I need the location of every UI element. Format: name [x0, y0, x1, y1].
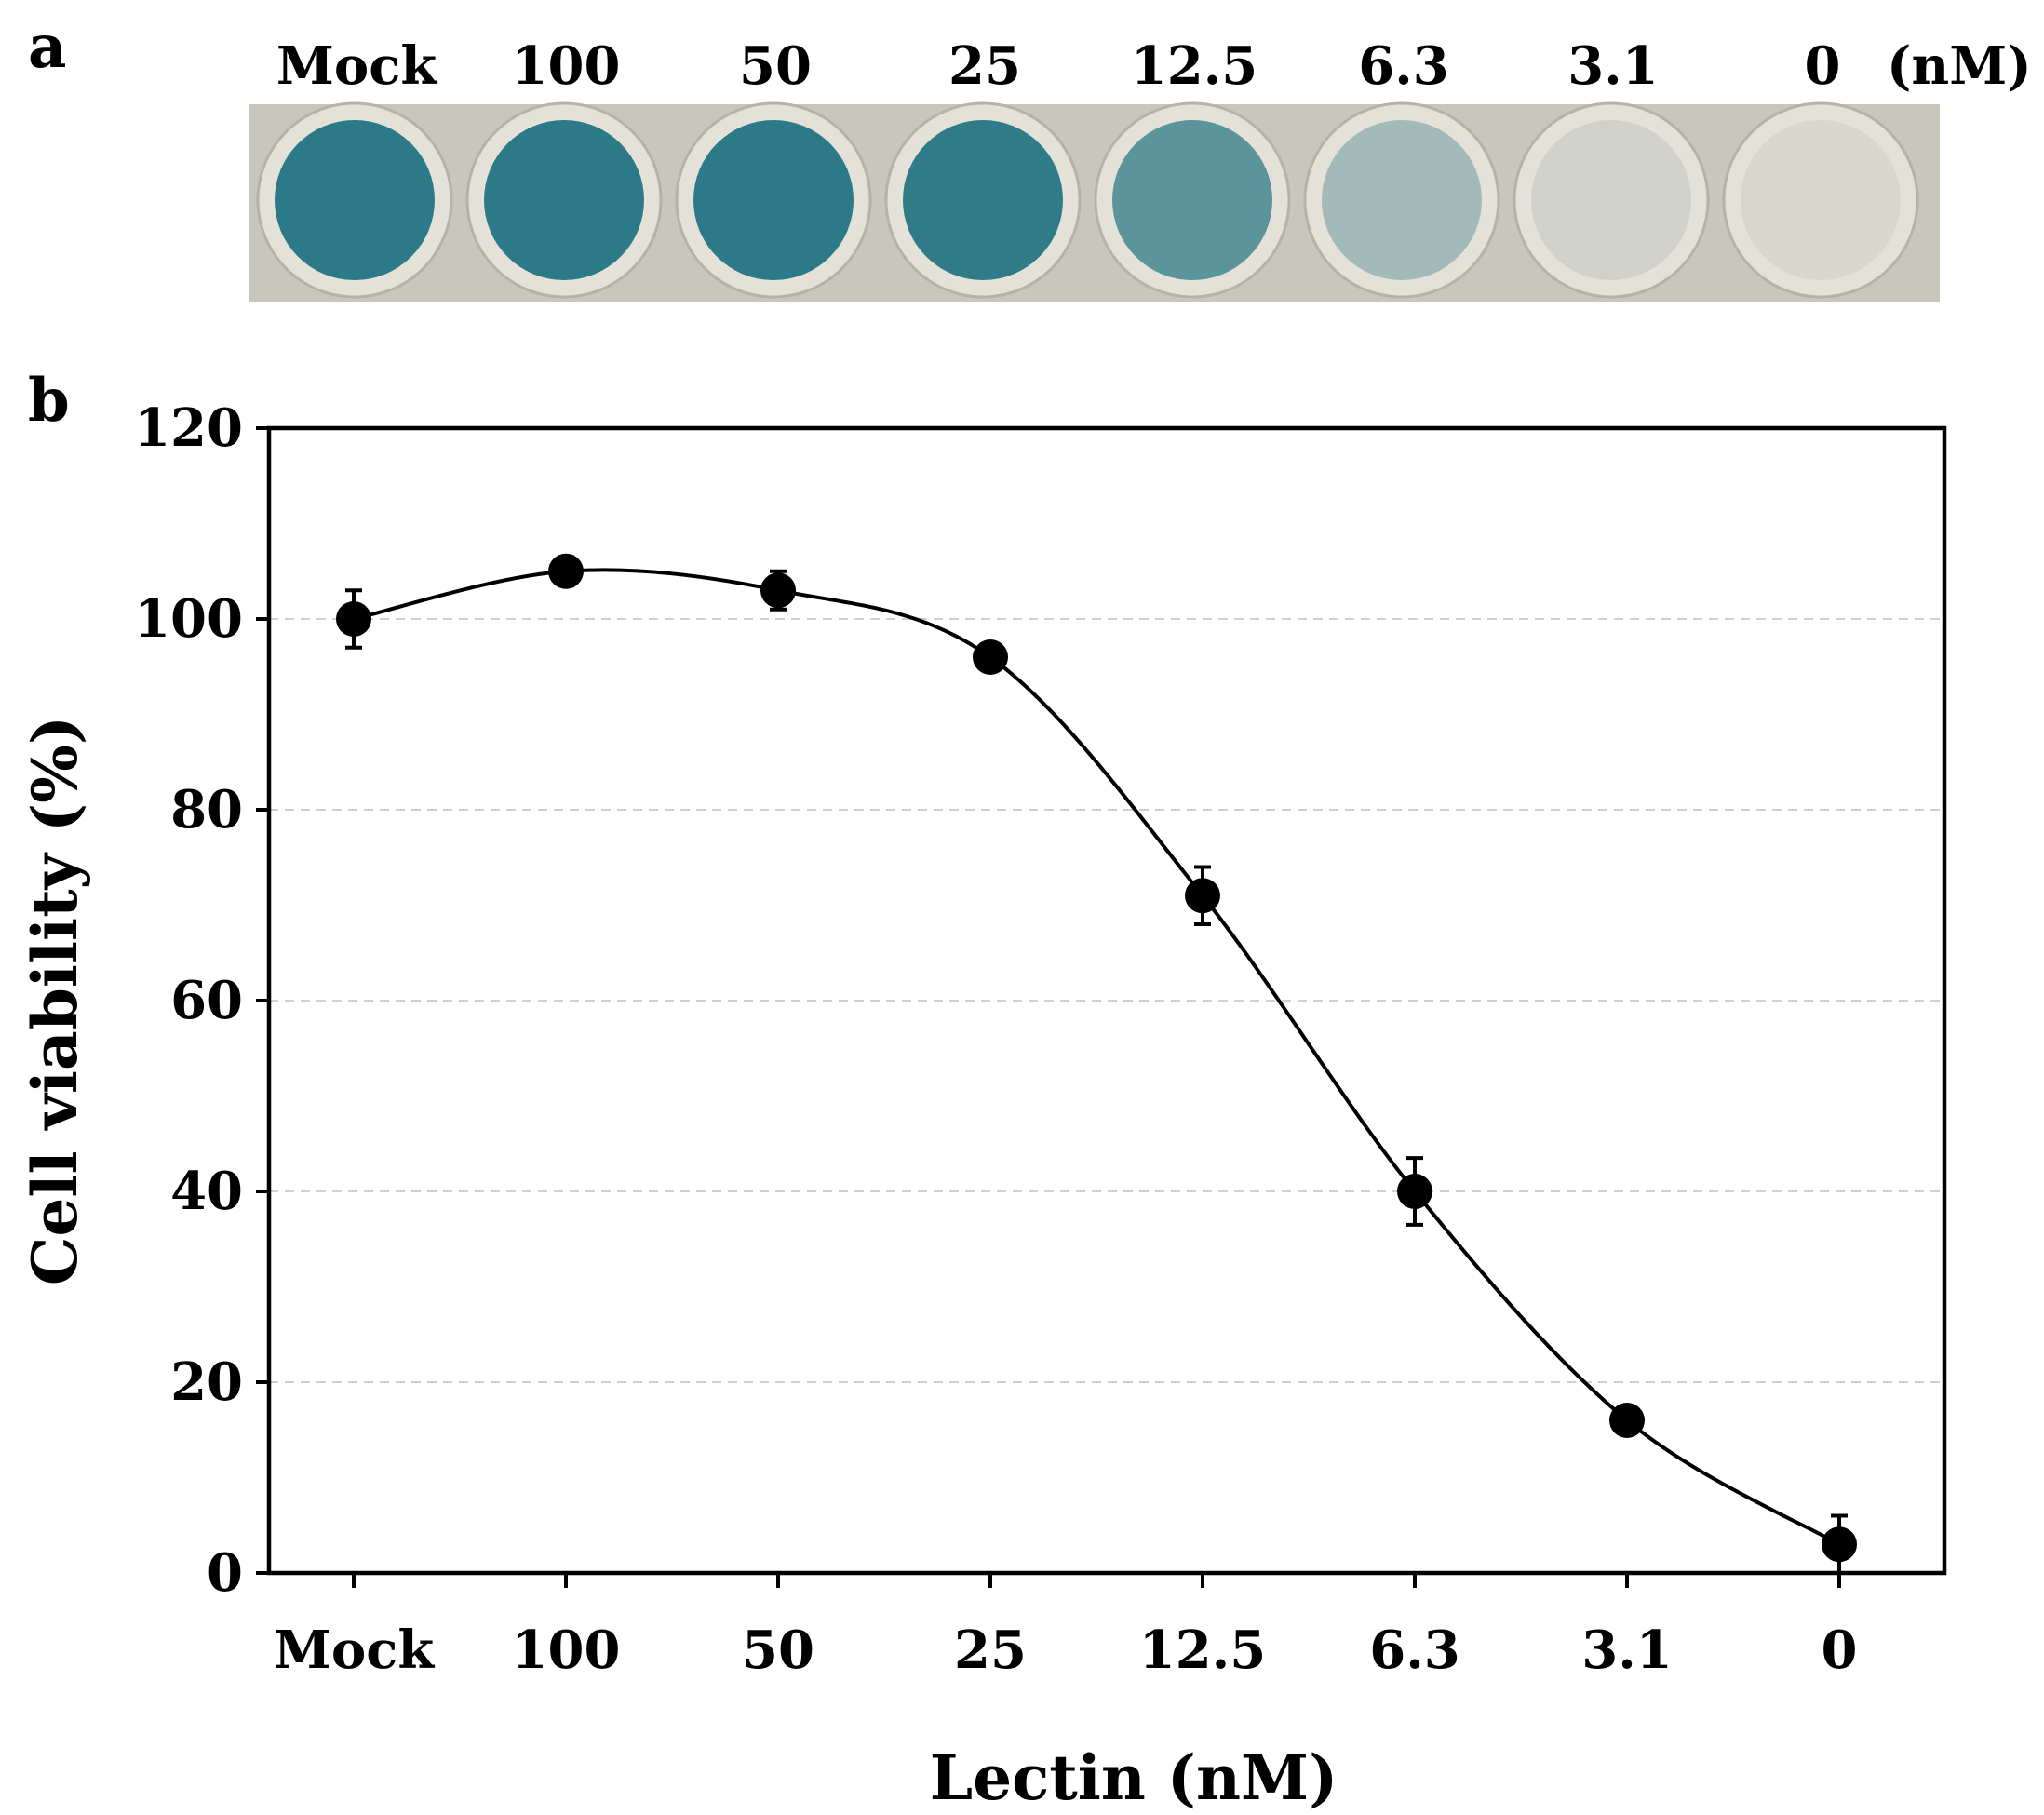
x-tick-label: 100: [512, 1620, 621, 1681]
well-label: Mock: [276, 35, 437, 97]
wells: [256, 101, 1919, 299]
y-axis-ticks: 0 20 40 60 80 100 120: [134, 397, 269, 1604]
data-point: [973, 639, 1008, 675]
panel-b-letter: b: [28, 366, 70, 436]
well-label: 3.1: [1567, 35, 1658, 97]
well: [275, 120, 435, 280]
gridlines: [269, 618, 1944, 1383]
well: [1322, 120, 1482, 280]
y-tick-label: 100: [134, 588, 243, 650]
y-tick-label: 80: [170, 779, 243, 840]
x-tick-label: 50: [742, 1620, 814, 1681]
y-tick-label: 0: [207, 1542, 243, 1604]
y-tick-label: 40: [170, 1161, 243, 1222]
y-tick-label: 20: [170, 1351, 243, 1413]
data-point: [760, 572, 796, 609]
well-label: 6.3: [1358, 35, 1448, 97]
data-point: [336, 601, 371, 637]
well-label: 50: [739, 35, 812, 97]
well: [693, 120, 854, 280]
y-axis-title: Cell viability (%): [19, 716, 91, 1285]
x-tick-label: 25: [954, 1620, 1027, 1681]
well: [1112, 120, 1272, 280]
fit-curve: [353, 568, 1841, 1546]
well-label: 100: [512, 35, 621, 97]
panel-a-letter: a: [28, 12, 66, 82]
x-tick-label: 3.1: [1581, 1620, 1672, 1681]
data-point: [1822, 1526, 1857, 1563]
x-axis-title: Lectin (nM): [930, 1741, 1338, 1814]
x-tick-label: 12.5: [1139, 1620, 1266, 1681]
x-tick-label: 6.3: [1369, 1620, 1459, 1681]
well-plate: [249, 101, 1940, 302]
well: [1741, 120, 1901, 280]
data-point: [1609, 1403, 1645, 1438]
well: [1531, 120, 1691, 280]
unit-label: (nM): [1887, 35, 2032, 97]
x-tick-label: Mock: [274, 1620, 435, 1681]
data-point: [1185, 878, 1220, 914]
y-tick-label: 120: [134, 397, 243, 459]
well: [903, 120, 1063, 280]
well: [484, 120, 644, 280]
well-label: 25: [948, 35, 1021, 97]
y-tick-label: 60: [170, 970, 243, 1031]
data-point: [1397, 1174, 1432, 1209]
data-points: [336, 553, 1857, 1563]
well-label: 0: [1805, 35, 1841, 97]
x-tick-label: 0: [1822, 1620, 1858, 1681]
x-axis-ticks: Mock 100 50 25 12.5 6.3 3.1 0: [274, 1573, 1858, 1681]
data-point: [548, 553, 584, 589]
well-labels: Mock 100 50 25 12.5 6.3 3.1 0: [276, 35, 1841, 97]
well-label: 12.5: [1131, 35, 1257, 97]
